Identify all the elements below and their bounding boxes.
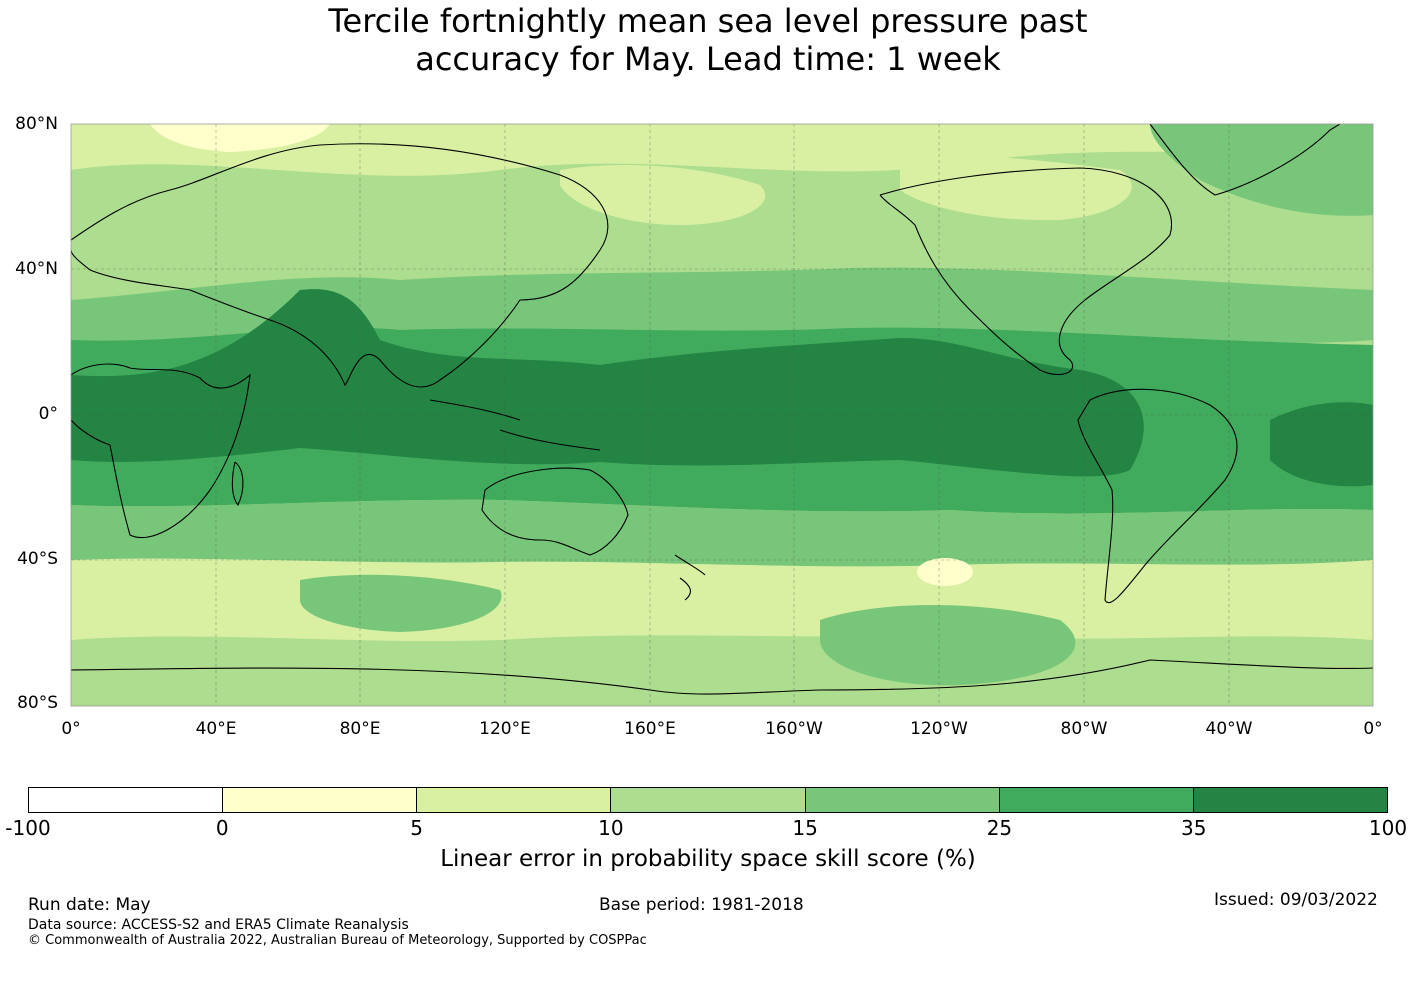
lon-label: 80°E — [339, 719, 381, 739]
north-america-outline — [879, 167, 1172, 375]
south-america-outline — [1077, 388, 1238, 604]
skill-field — [71, 124, 1373, 706]
arctic-no-skill-patch — [150, 124, 330, 152]
colorbar-segment — [417, 788, 612, 812]
colorbar-segment — [999, 788, 1194, 812]
north-america-low-patch — [900, 155, 1132, 221]
map-frame — [70, 123, 1374, 707]
lat-label: 80°N — [15, 114, 58, 134]
atlantic-max-skill-patch — [1270, 402, 1373, 487]
lon-label: 40°W — [1205, 719, 1253, 739]
new-zealand-outline — [674, 554, 706, 601]
lon-label: 120°W — [910, 719, 968, 739]
lon-label: 40°E — [195, 719, 237, 739]
south-midlatitude-low-band — [71, 558, 1373, 642]
colorbar-segment — [805, 788, 1000, 812]
lon-label: 80°W — [1060, 719, 1108, 739]
lon-label: 0° — [1363, 719, 1383, 739]
lat-label: 80°S — [17, 693, 58, 713]
indonesia-outline — [429, 399, 601, 451]
colorbar-tick-label: 10 — [598, 816, 624, 840]
lon-label: 160°E — [624, 719, 676, 739]
colorbar-tick-label: 0 — [215, 816, 229, 840]
title-line-2: accuracy for May. Lead time: 1 week — [415, 40, 1001, 78]
australia-outline — [481, 467, 629, 556]
colorbar-segment — [1193, 788, 1387, 812]
lat-label: 0° — [38, 404, 58, 424]
lon-label: 0° — [61, 719, 81, 739]
antarctica-outline — [71, 659, 1373, 695]
colorbar-segment — [223, 788, 418, 812]
copyright: © Commonwealth of Australia 2022, Austra… — [28, 933, 647, 948]
north-low-skill-band — [71, 124, 1373, 176]
lon-label: 120°E — [479, 719, 531, 739]
chart-title: Tercile fortnightly mean sea level press… — [0, 2, 1416, 78]
south-subtropical-band — [71, 499, 1373, 567]
issued-date: Issued: 09/03/2022 — [1214, 890, 1378, 910]
lon-label: 160°W — [765, 719, 823, 739]
colorbar-segment — [29, 788, 224, 812]
equatorial-max-skill-core — [71, 289, 1144, 477]
title-line-1: Tercile fortnightly mean sea level press… — [328, 2, 1088, 40]
greenland-skill-patch — [1150, 124, 1373, 216]
colorbar-tick-label: 35 — [1180, 816, 1207, 840]
lat-label: 40°S — [17, 549, 58, 569]
colorbar — [28, 787, 1388, 813]
southern-ocean-skill-patch — [820, 605, 1076, 686]
north-pacific-low-patch — [560, 165, 766, 225]
lat-label: 40°N — [15, 259, 58, 279]
north-subtropical-band — [71, 267, 1373, 347]
africa-outline — [71, 363, 251, 539]
base-period: Base period: 1981-2018 — [599, 895, 804, 915]
greenland-outline — [1149, 124, 1341, 196]
colorbar-label: Linear error in probability space skill … — [440, 846, 976, 872]
indian-ocean-south-patch — [300, 574, 502, 632]
colorbar-tick-label: 100 — [1368, 816, 1408, 840]
graticule — [71, 124, 1373, 706]
madagascar-outline — [231, 461, 244, 507]
coastlines — [71, 124, 1373, 695]
colorbar-tick-label: -100 — [5, 816, 51, 840]
south-pacific-no-skill-patch — [917, 558, 973, 586]
data-source: Data source: ACCESS-S2 and ERA5 Climate … — [28, 917, 409, 933]
antarctic-band — [71, 660, 1373, 706]
colorbar-tick-label: 5 — [410, 816, 423, 840]
eurasia-outline — [71, 143, 609, 388]
colorbar-tick-label: 15 — [792, 816, 818, 840]
run-date: Run date: May — [28, 895, 151, 915]
colorbar-tick-label: 25 — [986, 816, 1013, 840]
colorbar-segment — [611, 788, 806, 812]
